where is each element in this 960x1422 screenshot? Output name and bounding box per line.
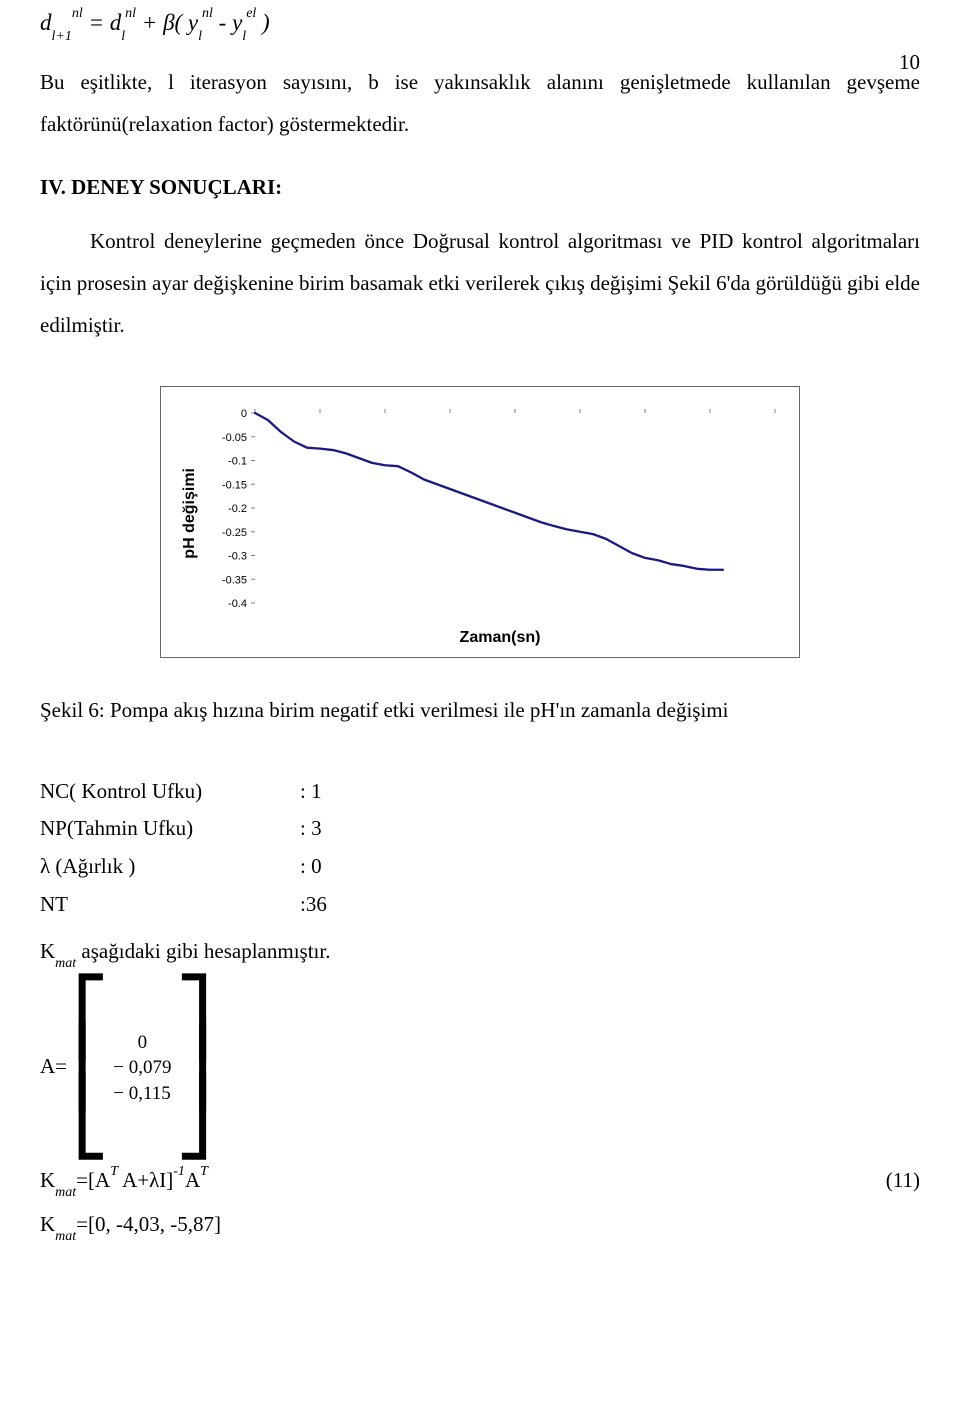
paragraph-2: Kontrol deneylerine geçmeden önce Doğrus… xyxy=(40,220,920,346)
kmat-intro-k: K xyxy=(40,939,55,963)
matrix-prefix: A= xyxy=(40,1054,67,1078)
top-equation: dl+1nl = dlnl + β( ylnl - ylel ) xyxy=(40,10,920,41)
param-label: NC( Kontrol Ufku) xyxy=(40,773,300,811)
svg-text:-0.35: -0.35 xyxy=(222,574,247,586)
param-label: NP(Tahmin Ufku) xyxy=(40,810,300,848)
page: dl+1nl = dlnl + β( ylnl - ylel ) 10 Bu e… xyxy=(0,0,960,1296)
matrix-bracket-right: ⎤⎥⎦ xyxy=(175,993,212,1143)
chart-y-label: pH değişimi xyxy=(181,468,199,559)
figure-caption: Şekil 6: Pompa akış hızına birim negatif… xyxy=(40,698,920,723)
svg-text:-0.1: -0.1 xyxy=(228,455,247,467)
paragraph-1: Bu eşitlikte, l iterasyon sayısını, b is… xyxy=(40,61,920,145)
param-row: λ (Ağırlık ) : 0 xyxy=(40,848,920,886)
param-value: :36 xyxy=(300,886,327,924)
svg-text:25: 25 xyxy=(574,407,586,409)
param-value: : 0 xyxy=(300,848,322,886)
equation-number: (11) xyxy=(886,1168,920,1193)
svg-text:40: 40 xyxy=(769,407,779,409)
matrix-bracket-left: ⎡⎢⎣ xyxy=(72,993,109,1143)
svg-text:10: 10 xyxy=(379,407,391,409)
svg-text:-0.05: -0.05 xyxy=(222,431,247,443)
param-value: : 1 xyxy=(300,773,322,811)
svg-text:35: 35 xyxy=(704,407,716,409)
svg-text:-0.3: -0.3 xyxy=(228,550,247,562)
param-value: : 3 xyxy=(300,810,322,848)
svg-text:-0.4: -0.4 xyxy=(228,598,247,610)
param-row: NP(Tahmin Ufku) : 3 xyxy=(40,810,920,848)
svg-text:5: 5 xyxy=(317,407,323,409)
kmat-equation: Kmat=[AT A+λI]-1AT xyxy=(40,1168,208,1192)
matrix-entry: − 0,115 xyxy=(113,1081,171,1107)
matrix-column: 0 − 0,079 − 0,115 xyxy=(109,1030,175,1107)
chart-inner: pH değişimi 0 -0.05 -0.1 -0.15 -0.2 -0.25 -0.3… xyxy=(181,407,779,621)
svg-text:15: 15 xyxy=(444,407,456,409)
matrix: ⎡⎢⎣ 0 − 0,079 − 0,115 ⎤⎥⎦ xyxy=(72,993,212,1143)
kmat-intro: Kmat aşağıdaki gibi hesaplanmıştır. xyxy=(40,939,920,968)
svg-text:-0.25: -0.25 xyxy=(222,526,247,538)
matrix-entry: − 0,079 xyxy=(113,1055,171,1081)
chart-svg: 0 -0.05 -0.1 -0.15 -0.2 -0.25 -0.3 -0.35 -0.4 5 10… xyxy=(209,407,779,621)
svg-text:0: 0 xyxy=(241,408,247,420)
matrix-line: A= ⎡⎢⎣ 0 − 0,079 − 0,115 ⎤⎥⎦ xyxy=(40,983,920,1153)
kmat-equation-line: Kmat=[AT A+λI]-1AT (11) xyxy=(40,1168,920,1197)
param-row: NC( Kontrol Ufku) : 1 xyxy=(40,773,920,811)
matrix-entry: 0 xyxy=(113,1030,171,1056)
kmat-intro-rest: aşağıdaki gibi hesaplanmıştır. xyxy=(76,939,330,963)
page-number: 10 xyxy=(899,50,920,75)
chart-x-label: Zaman(sn) xyxy=(221,629,779,647)
param-table: NC( Kontrol Ufku) : 1 NP(Tahmin Ufku) : … xyxy=(40,773,920,924)
svg-text:-0.15: -0.15 xyxy=(222,479,247,491)
param-label: NT xyxy=(40,886,300,924)
svg-text:30: 30 xyxy=(639,407,651,409)
svg-text:-0.2: -0.2 xyxy=(228,503,247,515)
section-heading: IV. DENEY SONUÇLARI: xyxy=(40,175,920,200)
kmat-intro-sub: mat xyxy=(55,956,76,971)
kmat-value-line: Kmat=[0, -4,03, -5,87] xyxy=(40,1212,920,1241)
chart-container: pH değişimi 0 -0.05 -0.1 -0.15 -0.2 -0.25 -0.3… xyxy=(160,386,800,658)
svg-text:20: 20 xyxy=(509,407,521,409)
param-row: NT :36 xyxy=(40,886,920,924)
param-label: λ (Ağırlık ) xyxy=(40,848,300,886)
